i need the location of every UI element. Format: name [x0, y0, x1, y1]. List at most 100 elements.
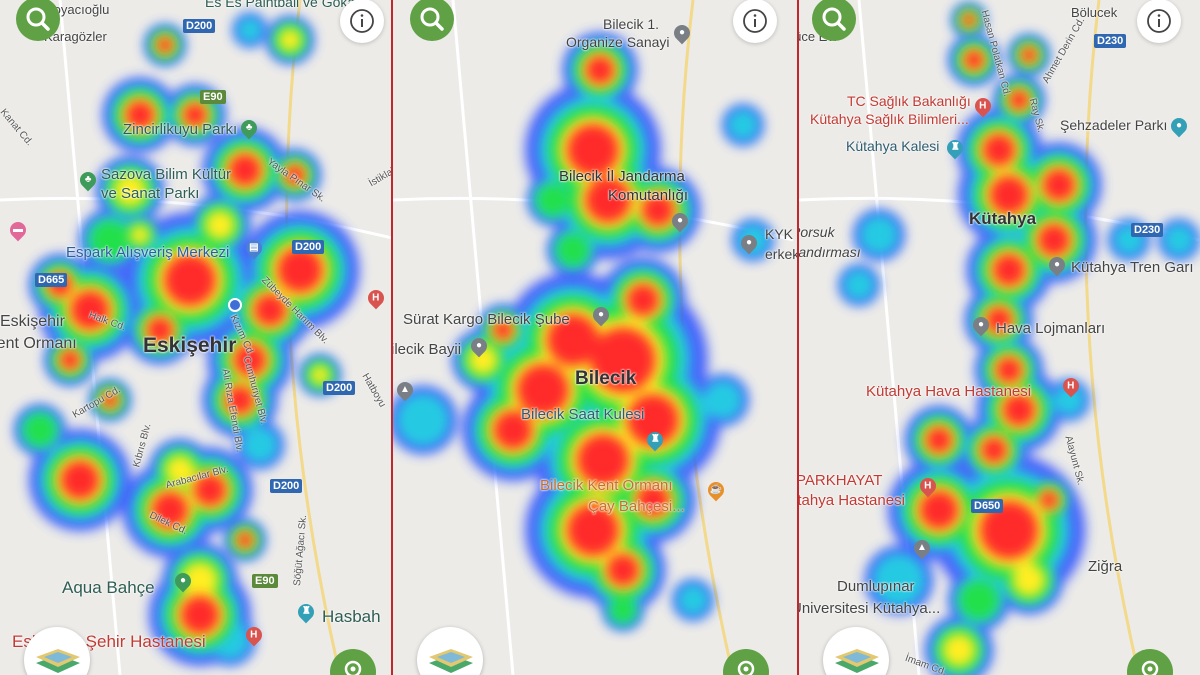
road-shield: D650 [971, 499, 1004, 513]
map-panel-eskisehir[interactable]: D200 E90 D665 D200 D200 D200 E90 Koyacıo… [0, 0, 391, 675]
heat-spot [577, 434, 629, 486]
map-panel-kutahya[interactable]: D230 D230 D650 Bölucek Güce Evi TC Sağlı… [799, 0, 1200, 675]
heat-spot [90, 220, 130, 260]
heat-spot [1002, 393, 1036, 427]
heat-spot [567, 504, 619, 556]
poi-label[interactable]: ve Sanat Parkı [101, 185, 200, 202]
heat-spot [236, 16, 264, 44]
poi-label[interactable]: KYK [765, 226, 794, 242]
heat-spot [309, 364, 331, 386]
poi-label[interactable]: Komutanlığı [608, 187, 689, 204]
poi-label[interactable]: Zincirlikuyu Parkı [123, 121, 238, 138]
poi-label[interactable]: Kütahya Hava Hastanesi [866, 383, 1032, 400]
poi-label[interactable]: Hasbah [322, 607, 381, 626]
info-button[interactable] [340, 0, 384, 43]
city-label: Eskişehir [143, 334, 237, 357]
heat-spot [959, 580, 999, 620]
info-button[interactable] [1137, 0, 1181, 43]
heat-spot [979, 500, 1039, 560]
place-label: Bilecik 1. [603, 16, 660, 32]
heat-spot [164, 254, 216, 306]
road-shield: D200 [292, 240, 325, 254]
heat-spot [626, 283, 660, 317]
heat-spot [180, 595, 220, 635]
map-layers-icon [429, 649, 473, 673]
poi-label[interactable]: Hava Lojmanları [996, 320, 1106, 337]
poi-label[interactable]: Özel PARKHAYAT [799, 472, 883, 489]
search-button[interactable] [410, 0, 454, 41]
heatmap-layer [0, 0, 391, 675]
heat-spot [113, 173, 147, 207]
heat-spot [225, 385, 255, 415]
heat-spot [986, 307, 1012, 333]
heat-layer [48, 37, 323, 635]
info-icon [1147, 9, 1171, 33]
map-layers-button[interactable] [417, 627, 483, 675]
heat-spot [493, 410, 533, 450]
poi-label[interactable]: Çay Bahçesi... [588, 498, 685, 515]
poi-label[interactable]: TC Sağlık Bakanlığı [847, 93, 971, 109]
heat-spot [676, 583, 710, 617]
poi-label[interactable]: Aqua Bahçe [62, 578, 155, 597]
heat-spot [609, 596, 637, 624]
map-layers-button[interactable] [24, 627, 90, 675]
poi-label[interactable]: Kütahya Sağlık Bilimleri... [810, 111, 969, 127]
heat-spot [129, 224, 151, 246]
heat-spot [590, 327, 656, 393]
heat-spot [60, 460, 100, 500]
poi-label[interactable]: Bilecik Bayii [393, 341, 462, 358]
my-location-button[interactable] [723, 649, 769, 675]
poi-label[interactable]: Espark Alışveriş Merkezi [66, 244, 230, 261]
heat-spot [981, 437, 1007, 463]
heat-spot [606, 553, 640, 587]
heat-spot [964, 50, 984, 70]
poi-label[interactable]: Kütahya Kalesi [846, 138, 940, 154]
poi-label[interactable]: Sürat Kargo Bilecik Şube [403, 311, 570, 328]
heat-spot [1037, 223, 1071, 257]
road-shield: D200 [183, 19, 216, 33]
heat-spot [636, 483, 670, 517]
poi-label[interactable]: erkek [765, 246, 797, 262]
map-layers-button[interactable] [823, 627, 889, 675]
heat-spot [556, 233, 590, 267]
heat-spot [517, 364, 569, 416]
heat-spot [982, 133, 1016, 167]
heat-spot [193, 473, 227, 507]
poi-label[interactable]: Sazova Bilim Kültür [101, 166, 232, 183]
search-button[interactable] [16, 0, 60, 41]
place-label: Eskişehir [0, 313, 65, 330]
map-panel-bilecik[interactable]: Bilecik 1. Organize Sanayi Bilecik İl Ja… [393, 0, 797, 675]
heat-layer [919, 13, 1076, 560]
info-icon [350, 9, 374, 33]
search-icon [420, 7, 444, 31]
road-line [1084, 0, 1141, 675]
heat-spot [125, 100, 155, 130]
my-location-icon [344, 660, 362, 675]
road-shield: D230 [1131, 223, 1164, 237]
info-button[interactable] [733, 0, 777, 43]
heat-spot [585, 55, 615, 85]
heat-spot [285, 165, 305, 185]
place-label: Porsuk [799, 224, 835, 240]
search-button[interactable] [812, 0, 856, 41]
heat-spot [396, 393, 450, 447]
poi-label[interactable]: Kütahya Hastanesi [799, 492, 905, 509]
heat-spot [872, 553, 926, 607]
poi-label[interactable]: Bilecik İl Jandarma [559, 168, 685, 185]
panel-divider [391, 0, 393, 675]
heat-spot [493, 320, 513, 340]
my-location-button[interactable] [1127, 649, 1173, 675]
place-label: Karagözler [44, 29, 107, 44]
poi-label[interactable]: Es Es Paintball ve Gokart [205, 0, 364, 10]
my-location-button[interactable] [330, 649, 376, 675]
poi-label[interactable]: Dumlupınar [837, 578, 915, 595]
heat-spot [70, 290, 110, 330]
place-label: Koyacıoğlu [45, 2, 110, 17]
poi-label[interactable]: Bilecik Saat Kulesi [521, 406, 645, 423]
poi-label[interactable]: Üniversitesi Kütahya... [799, 600, 941, 617]
poi-label[interactable]: Şehzadeler Parkı [1060, 117, 1168, 133]
poi-label[interactable]: Kütahya Tren Garı [1071, 259, 1194, 276]
road-shield: D230 [1094, 34, 1127, 48]
heat-spot [278, 28, 302, 52]
poi-label[interactable]: Bilecik Kent Ormanı [540, 477, 673, 494]
